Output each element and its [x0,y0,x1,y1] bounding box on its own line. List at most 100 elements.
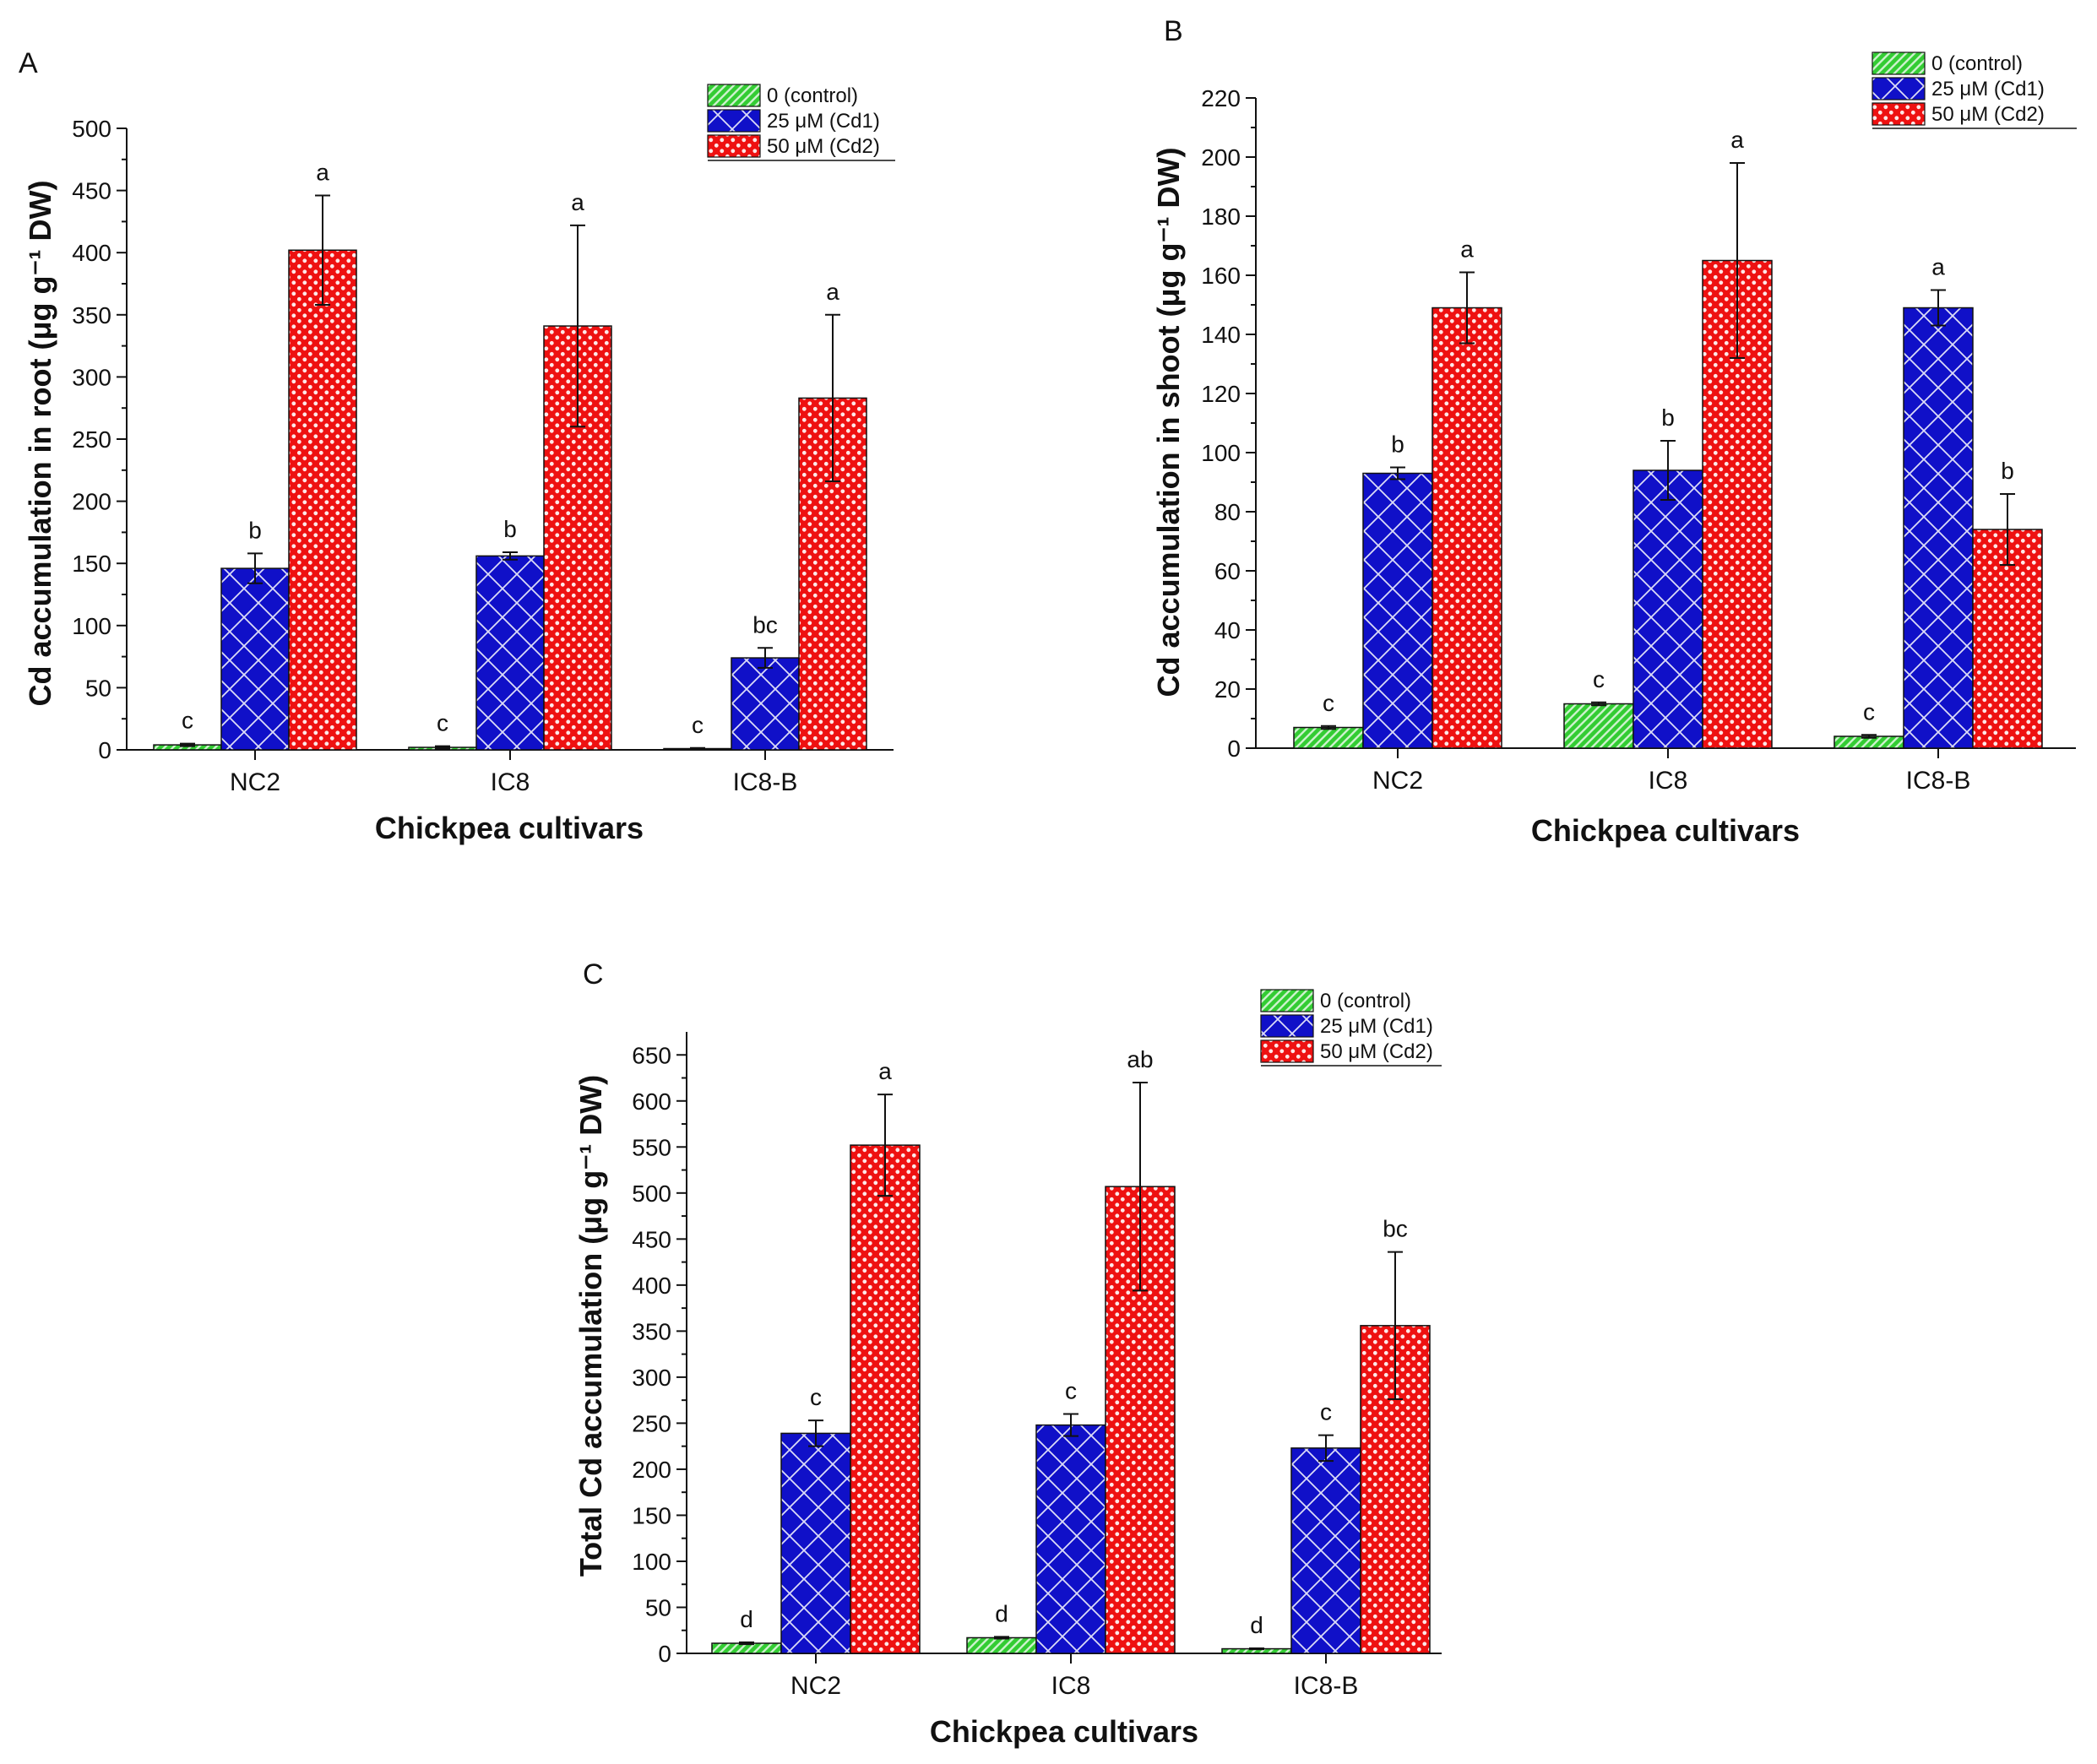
panel-b-bar-cd1-ic8-b [1903,307,1974,749]
panel-b-ytick-label: 0 [1227,735,1241,762]
panel-c-ytick-label: 400 [632,1273,671,1299]
panel-c-significance-letter: bc [1383,1216,1408,1242]
panel-b-ytick-label: 100 [1201,440,1241,466]
panel-b-bar-cd1-ic8 [1633,469,1703,749]
panel-b-bar-cd2-ic8-b [1972,529,2043,749]
panel-a-ytick-label: 350 [72,302,111,328]
panel-c-significance-letter: d [740,1606,753,1632]
panel-c-ytick-label: 500 [632,1181,671,1207]
panel-a-bar-cd2-nc2 [288,249,357,751]
panel-c-ytick-label: 550 [632,1134,671,1160]
panel-b-significance-letter: b [1661,404,1675,431]
panel-b-category-label: IC8 [1649,767,1688,795]
panel-c-ytick-label: 50 [645,1594,671,1620]
panel-a-ytick-label: 200 [72,489,111,515]
panel-b-ytick-label: 220 [1201,85,1241,111]
panel-c-ylabel: Total Cd accumulation (μg g⁻¹ DW) [573,1075,608,1577]
panel-c-ytick-label: 250 [632,1410,671,1436]
panel-c-significance-letter: c [1065,1378,1077,1404]
panel-a-significance-letter: c [182,708,193,734]
panel-b-bar-control-nc2 [1293,726,1364,749]
panel-a-category-label: IC8 [491,768,530,796]
panel-b-significance-letter: b [1391,432,1404,458]
panel-a-ytick-label: 250 [72,426,111,453]
panel-b-ylabel: Cd accumulation in shoot (μg g⁻¹ DW) [1151,148,1186,697]
panel-c-chart: 0 50 100 150 200 250 300 350 400 450 500 550 600 650 N… [632,989,1442,1700]
panel-b-ytick-label: 40 [1214,617,1241,643]
panel-b-ytick-label: 20 [1214,676,1241,703]
panel-a-significance-letter: b [503,516,517,542]
panel-c-significance-letter: c [1320,1399,1332,1425]
panel-b-category-label: NC2 [1372,767,1423,795]
panel-c-significance-letter: c [810,1384,822,1410]
panel-a-bar-cd1-ic8-b [731,657,800,751]
panel-a-legend-swatch-cd1 [707,109,761,133]
panel-c-ytick-label: 200 [632,1457,671,1483]
panel-a-category-label: IC8-B [733,768,798,796]
panel-a-legend-swatch-cd2 [707,134,761,158]
panel-b-significance-letter: a [1730,127,1744,153]
panel-letter-b: B [1164,15,1183,47]
panel-b-category-label: IC8-B [1906,767,1971,795]
panel-c-legend-label-control: 0 (control) [1320,990,1411,1012]
panel-b-ytick-label: 160 [1201,263,1241,289]
panel-a-significance-letter: b [248,517,262,543]
panel-c-category-label: NC2 [790,1672,841,1700]
panel-b-significance-letter: c [1593,666,1605,692]
panel-a-ytick-label: 400 [72,240,111,266]
panel-c-legend-label-cd2: 50 μM (Cd2) [1320,1040,1433,1063]
panel-c-ytick-label: 600 [632,1088,671,1115]
panel-b-ytick-label: 140 [1201,322,1241,348]
panel-c-significance-letter: ab [1127,1046,1153,1072]
panel-c-bar-cd2-nc2 [850,1144,921,1654]
panel-a-category-label: NC2 [230,768,280,796]
panel-b-significance-letter: c [1863,698,1875,725]
panel-c-category-label: IC8 [1051,1672,1091,1700]
panel-c-category-label: IC8-B [1294,1672,1359,1700]
panel-a-ytick-label: 100 [72,613,111,639]
panel-a-ytick-label: 150 [72,551,111,577]
panel-b-legend-swatch-cd1 [1872,77,1926,100]
panel-b-ytick-label: 180 [1201,204,1241,230]
panel-c-legend-swatch-cd1 [1260,1014,1314,1038]
panel-a-significance-letter: a [571,189,584,215]
panel-b-ytick-label: 80 [1214,499,1241,525]
panel-a-significance-letter: a [316,159,329,185]
panel-a-legend-swatch-control [707,84,761,107]
panel-b-significance-letter: a [1460,236,1474,263]
panel-a-legend-label-control: 0 (control) [767,84,858,107]
panel-b-xlabel: Chickpea cultivars [1531,813,1800,848]
panel-c-bar-control-ic8 [966,1636,1037,1654]
panel-a-ytick-label: 300 [72,364,111,390]
panel-a-ytick-label: 450 [72,178,111,204]
panel-c-ytick-label: 350 [632,1318,671,1344]
panel-a-significance-letter: c [692,712,704,738]
panel-b-ytick-label: 120 [1201,381,1241,407]
panel-c-ytick-label: 650 [632,1042,671,1068]
panel-a-ytick-label: 0 [98,737,111,763]
panel-b-ytick-label: 200 [1201,144,1241,171]
panel-b-bar-cd1-nc2 [1362,472,1433,749]
panel-letter-a: A [19,47,38,79]
panel-b-chart: 0 20 40 60 80 100 120 140 160 180 200 220 NC2 c b a IC8 c… [1201,52,2077,795]
panel-b-ytick-label: 60 [1214,558,1241,584]
panel-a-legend-label-cd1: 25 μM (Cd1) [767,110,880,133]
panel-a-xlabel: Chickpea cultivars [375,811,644,845]
panel-c-ytick-label: 450 [632,1226,671,1252]
panel-letter-c: C [583,958,604,991]
panel-a-ytick-label: 500 [72,116,111,142]
panel-b-legend-label-cd2: 50 μM (Cd2) [1931,103,2045,126]
panel-c-xlabel: Chickpea cultivars [930,1714,1198,1749]
panel-a-significance-letter: bc [752,611,778,638]
panel-c-legend-swatch-control [1260,989,1314,1012]
panel-c-legend-swatch-cd2 [1260,1039,1314,1063]
panel-c-legend-label-cd1: 25 μM (Cd1) [1320,1015,1433,1038]
panel-a-significance-letter: c [437,710,448,736]
panel-a-bar-cd1-ic8 [475,555,545,751]
panel-b-bar-cd2-nc2 [1432,307,1502,749]
panel-c-significance-letter: d [1250,1612,1263,1638]
panel-c-bar-cd1-nc2 [780,1432,851,1654]
panel-b-legend-label-cd1: 25 μM (Cd1) [1931,78,2045,100]
panel-b-significance-letter: c [1323,690,1334,716]
